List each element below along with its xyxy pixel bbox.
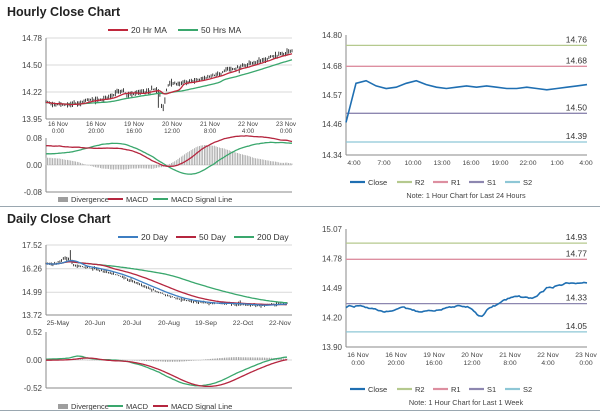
svg-text:13.90: 13.90: [322, 343, 343, 352]
svg-text:19:00: 19:00: [491, 160, 508, 167]
svg-text:Close: Close: [368, 385, 387, 394]
svg-text:22 Nov: 22 Nov: [537, 352, 559, 359]
svg-text:50 Day: 50 Day: [199, 232, 227, 242]
svg-text:16:00: 16:00: [425, 360, 442, 367]
svg-text:MACD: MACD: [126, 195, 149, 204]
svg-text:20-Aug: 20-Aug: [158, 320, 180, 327]
svg-text:12:00: 12:00: [463, 360, 480, 367]
svg-text:14.34: 14.34: [322, 151, 343, 160]
svg-text:14.99: 14.99: [22, 288, 43, 297]
svg-text:16 Nov: 16 Nov: [347, 352, 369, 359]
svg-text:4:00: 4:00: [579, 160, 592, 167]
svg-text:14.76: 14.76: [566, 34, 588, 44]
svg-text:20 Day: 20 Day: [141, 232, 169, 242]
svg-text:14.78: 14.78: [22, 34, 43, 43]
svg-text:0.08: 0.08: [26, 134, 42, 143]
svg-text:Note: 1 Hour Chart for Last 1: Note: 1 Hour Chart for Last 1 Week: [409, 398, 524, 407]
svg-text:Note: 1 Hour Chart for Last 24: Note: 1 Hour Chart for Last 24 Hours: [406, 191, 526, 200]
svg-text:14.57: 14.57: [322, 91, 343, 100]
svg-text:14.80: 14.80: [322, 31, 343, 40]
svg-text:22:00: 22:00: [519, 160, 536, 167]
svg-text:23 Nov: 23 Nov: [575, 352, 597, 359]
svg-text:20 Hr MA: 20 Hr MA: [131, 25, 167, 35]
svg-text:7:00: 7:00: [377, 160, 390, 167]
svg-text:16:00: 16:00: [462, 160, 479, 167]
svg-text:20-Jun: 20-Jun: [85, 320, 106, 327]
svg-text:200 Day: 200 Day: [257, 232, 289, 242]
svg-text:21 Nov: 21 Nov: [200, 121, 221, 128]
svg-text:4:00: 4:00: [242, 128, 255, 135]
svg-text:14.68: 14.68: [566, 55, 588, 65]
svg-text:0:00: 0:00: [351, 360, 364, 367]
svg-text:S1: S1: [487, 385, 496, 394]
svg-text:22-Oct: 22-Oct: [233, 320, 254, 327]
svg-text:14.49: 14.49: [322, 284, 343, 293]
svg-text:Close: Close: [368, 178, 387, 187]
svg-text:20:00: 20:00: [387, 360, 404, 367]
svg-text:12:00: 12:00: [164, 128, 180, 135]
svg-text:16 Nov: 16 Nov: [48, 121, 69, 128]
svg-text:16 Nov: 16 Nov: [86, 121, 107, 128]
svg-text:14.93: 14.93: [566, 232, 588, 242]
svg-text:14.20: 14.20: [322, 313, 343, 322]
svg-text:13.95: 13.95: [22, 115, 43, 124]
svg-text:14.50: 14.50: [566, 102, 588, 112]
svg-text:S2: S2: [523, 178, 532, 187]
svg-text:13:00: 13:00: [433, 160, 450, 167]
svg-text:20 Nov: 20 Nov: [461, 352, 483, 359]
svg-text:14.39: 14.39: [566, 131, 588, 141]
svg-text:20-Jul: 20-Jul: [123, 320, 142, 327]
svg-text:19-Sep: 19-Sep: [195, 320, 217, 327]
svg-text:14.05: 14.05: [566, 321, 588, 331]
svg-text:50 Hrs MA: 50 Hrs MA: [201, 25, 241, 35]
svg-text:22-Nov: 22-Nov: [269, 320, 292, 327]
svg-text:8:00: 8:00: [204, 128, 217, 135]
svg-text:4:00: 4:00: [347, 160, 360, 167]
svg-text:14.68: 14.68: [322, 62, 343, 71]
svg-text:0.00: 0.00: [26, 161, 42, 170]
svg-text:16 Nov: 16 Nov: [385, 352, 407, 359]
svg-text:14.50: 14.50: [22, 61, 43, 70]
svg-text:16:00: 16:00: [126, 128, 142, 135]
svg-text:0:00: 0:00: [579, 360, 592, 367]
svg-text:R2: R2: [415, 385, 425, 394]
svg-text:14.46: 14.46: [322, 120, 343, 129]
svg-text:4:00: 4:00: [541, 360, 554, 367]
svg-text:22 Nov: 22 Nov: [238, 121, 259, 128]
svg-text:0.52: 0.52: [26, 328, 42, 337]
svg-text:-0.08: -0.08: [24, 188, 43, 197]
svg-text:14.22: 14.22: [22, 88, 43, 97]
svg-text:10:00: 10:00: [404, 160, 421, 167]
svg-text:16.26: 16.26: [22, 265, 43, 274]
svg-text:17.52: 17.52: [22, 241, 43, 250]
svg-text:S2: S2: [523, 385, 532, 394]
svg-text:14.78: 14.78: [322, 254, 343, 263]
svg-text:0.00: 0.00: [26, 356, 42, 365]
svg-text:0:00: 0:00: [280, 128, 293, 135]
svg-text:13.72: 13.72: [22, 311, 43, 320]
svg-text:R2: R2: [415, 178, 425, 187]
svg-text:R1: R1: [451, 178, 461, 187]
svg-text:R1: R1: [451, 385, 461, 394]
svg-text:Divergence: Divergence: [71, 195, 109, 204]
svg-text:MACD Signal Line: MACD Signal Line: [171, 195, 232, 204]
svg-text:20 Nov: 20 Nov: [162, 121, 183, 128]
svg-text:15.07: 15.07: [322, 225, 343, 234]
svg-text:19 Nov: 19 Nov: [124, 121, 145, 128]
svg-text:-0.52: -0.52: [24, 384, 43, 393]
svg-text:S1: S1: [487, 178, 496, 187]
svg-text:14.77: 14.77: [566, 248, 588, 258]
svg-text:23 Nov: 23 Nov: [276, 121, 297, 128]
svg-text:1:00: 1:00: [550, 160, 563, 167]
svg-text:20:00: 20:00: [88, 128, 104, 135]
svg-text:14.33: 14.33: [566, 293, 588, 303]
svg-text:0:00: 0:00: [52, 128, 65, 135]
svg-text:8:00: 8:00: [503, 360, 516, 367]
svg-text:21 Nov: 21 Nov: [499, 352, 521, 359]
svg-text:19 Nov: 19 Nov: [423, 352, 445, 359]
svg-text:25-May: 25-May: [47, 320, 70, 327]
